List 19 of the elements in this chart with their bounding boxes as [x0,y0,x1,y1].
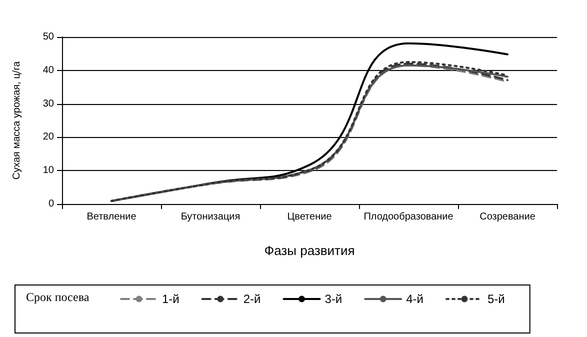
legend-label: 5-й [487,292,505,306]
x-tick-label: Плодообразование [364,212,454,222]
legend-label: 1-й [162,292,180,306]
y-tick-label: 40 [42,64,54,76]
legend-label: 3-й [324,292,342,306]
y-tick-label: 0 [48,198,54,210]
y-tick-label: 50 [42,32,54,42]
legend-title: Срок посева [26,290,90,304]
x-tick-label: Созревание [480,212,536,222]
x-tick-label: Бутонизация [180,212,240,222]
x-tick-label: Цветение [287,212,332,222]
x-tick-label: Ветвление [86,212,137,222]
x-axis-title: Фазы развития [264,243,355,258]
y-axis-title: Сухая масса урожая, ц/га [12,60,22,180]
y-tick-label: 30 [42,98,54,110]
y-tick-label: 10 [42,165,54,176]
y-tick-label: 20 [42,132,54,143]
legend-label: 2-й [243,292,261,306]
legend-label: 4-й [406,292,424,306]
